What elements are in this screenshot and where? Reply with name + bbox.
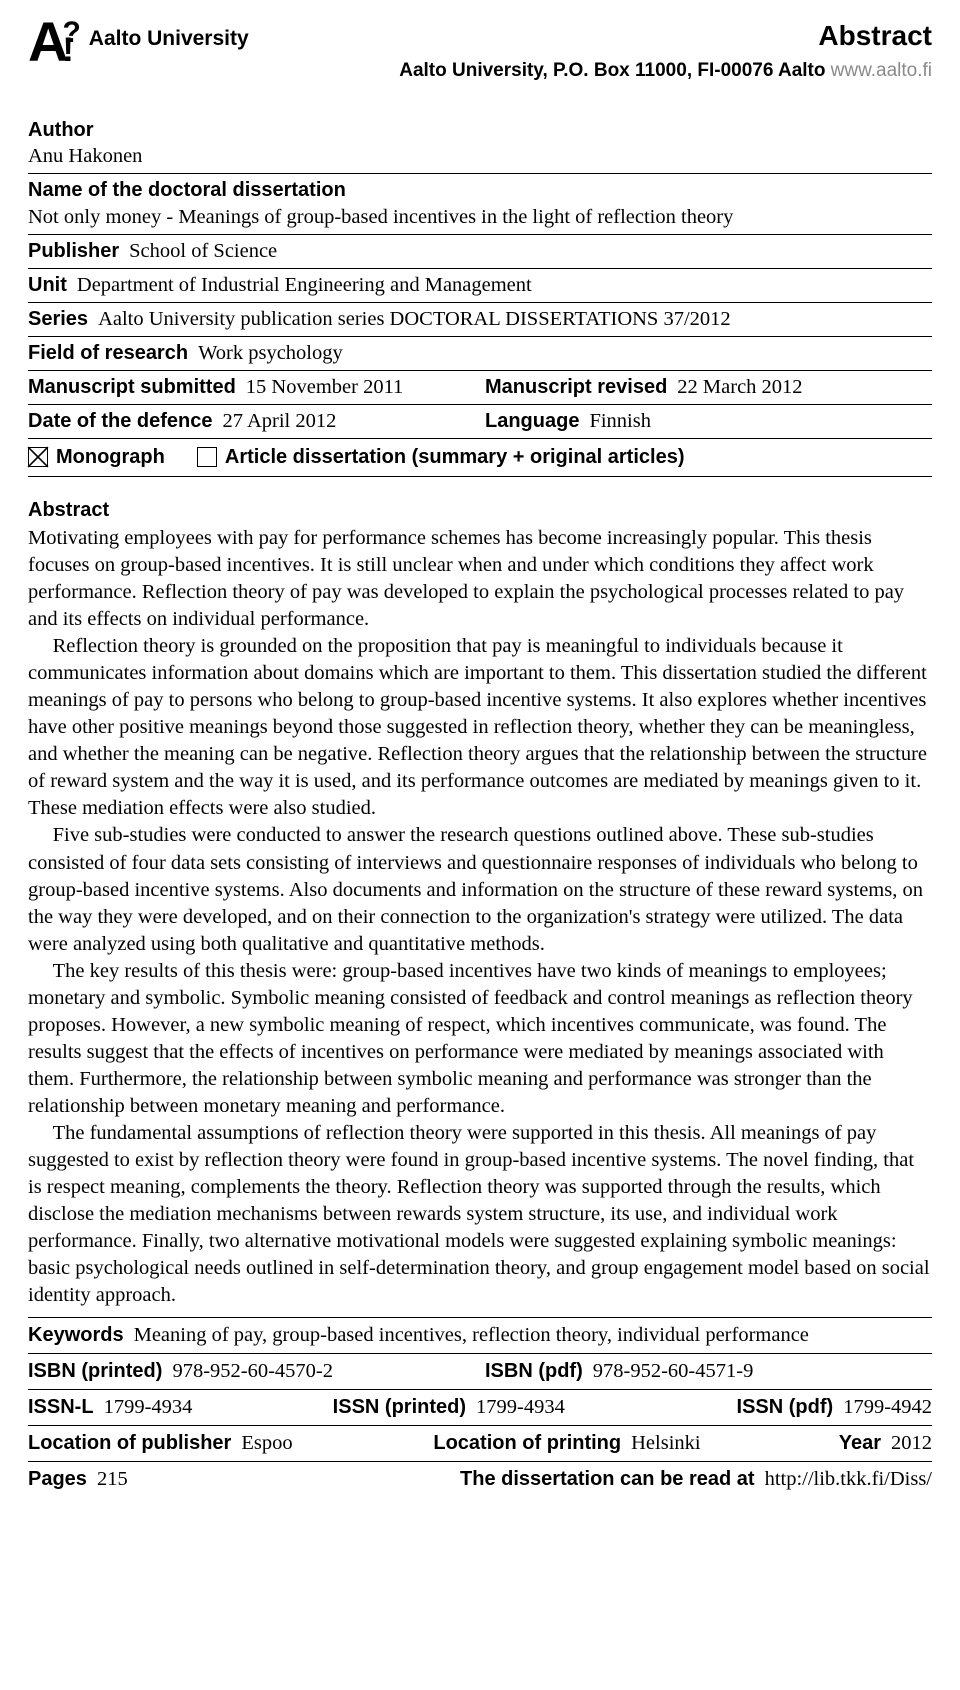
issn-print-value: 1799-4934 — [476, 1394, 565, 1421]
abstract-p4: The key results of this thesis were: gro… — [28, 958, 932, 1120]
page-header: A ? ! Aalto University Abstract Aalto Un… — [28, 18, 932, 84]
abstract-p5: The fundamental assumptions of reflectio… — [28, 1120, 932, 1309]
keywords-label: Keywords — [28, 1322, 124, 1348]
unit-label: Unit — [28, 272, 67, 298]
abstract-p1: Motivating employees with pay for perfor… — [28, 525, 932, 633]
submitted-value: 15 November 2011 — [246, 374, 404, 401]
metadata-block: Author Anu Hakonen Name of the doctoral … — [28, 114, 932, 477]
footer-block: Keywords Meaning of pay, group-based inc… — [28, 1317, 932, 1497]
unit-value: Department of Industrial Engineering and… — [77, 272, 532, 299]
publisher-label: Publisher — [28, 238, 119, 264]
university-url: www.aalto.fi — [831, 60, 932, 81]
issn-print-label: ISSN (printed) — [333, 1394, 466, 1420]
year-value: 2012 — [891, 1430, 932, 1457]
isbn-row: ISBN (printed) 978-952-60-4570-2 ISBN (p… — [28, 1353, 932, 1389]
loc-print-label: Location of printing — [433, 1430, 621, 1456]
abstract-p2: Reflection theory is grounded on the pro… — [28, 633, 932, 822]
field-value: Work psychology — [198, 340, 343, 367]
article-item: Article dissertation (summary + original… — [197, 444, 685, 470]
series-row: Series Aalto University publication seri… — [28, 303, 932, 337]
aalto-logo: A ? ! — [28, 18, 77, 84]
author-value: Anu Hakonen — [28, 143, 932, 170]
pages-label: Pages — [28, 1466, 87, 1492]
loc-pub-value: Espoo — [241, 1430, 292, 1457]
unit-row: Unit Department of Industrial Engineerin… — [28, 269, 932, 303]
isbn-pdf-value: 978-952-60-4571-9 — [593, 1358, 754, 1385]
loc-pub-label: Location of publisher — [28, 1430, 231, 1456]
logo-exclaim-icon: ! — [62, 39, 76, 63]
isbn-print-value: 978-952-60-4570-2 — [172, 1358, 333, 1385]
isbn-pdf-label: ISBN (pdf) — [485, 1358, 583, 1384]
issn-pdf-label: ISSN (pdf) — [737, 1394, 834, 1420]
defence-label: Date of the defence — [28, 408, 212, 434]
dates-row-2: Date of the defence 27 April 2012 Langua… — [28, 405, 932, 439]
revised-value: 22 March 2012 — [677, 374, 802, 401]
issn-l-label: ISSN-L — [28, 1394, 94, 1420]
university-name: Aalto University — [89, 25, 249, 53]
author-row: Author Anu Hakonen — [28, 114, 932, 174]
monograph-item: Monograph — [28, 444, 165, 470]
dates-row-1: Manuscript submitted 15 November 2011 Ma… — [28, 371, 932, 405]
year-label: Year — [839, 1430, 881, 1456]
pages-value: 215 — [97, 1466, 128, 1493]
article-label: Article dissertation (summary + original… — [225, 444, 685, 470]
read-url: http://lib.tkk.fi/Diss/ — [765, 1466, 932, 1493]
issn-pdf-value: 1799-4942 — [843, 1394, 932, 1421]
series-label: Series — [28, 306, 88, 332]
submitted-label: Manuscript submitted — [28, 374, 236, 400]
field-row: Field of research Work psychology — [28, 337, 932, 371]
language-label: Language — [485, 408, 579, 434]
monograph-label: Monograph — [56, 444, 165, 470]
university-address: Aalto University, P.O. Box 11000, FI-000… — [399, 60, 825, 81]
author-label: Author — [28, 117, 932, 143]
keywords-value: Meaning of pay, group-based incentives, … — [134, 1322, 809, 1349]
defence-value: 27 April 2012 — [222, 408, 336, 435]
revised-label: Manuscript revised — [485, 374, 667, 400]
loc-print-value: Helsinki — [631, 1430, 700, 1457]
article-checkbox — [197, 447, 217, 467]
publisher-value: School of Science — [129, 238, 277, 265]
abstract-body: Motivating employees with pay for perfor… — [28, 525, 932, 1309]
title-row: Name of the doctoral dissertation Not on… — [28, 174, 932, 234]
logo-letter: A — [28, 18, 64, 66]
issn-l-value: 1799-4934 — [104, 1394, 193, 1421]
checkbox-row: Monograph Article dissertation (summary … — [28, 439, 932, 476]
abstract-section: Abstract Motivating employees with pay f… — [28, 497, 932, 1310]
abstract-p3: Five sub-studies were conducted to answe… — [28, 822, 932, 957]
check-x-icon — [27, 446, 49, 468]
title-label: Name of the doctoral dissertation — [28, 177, 932, 203]
pages-row: Pages 215 The dissertation can be read a… — [28, 1461, 932, 1497]
field-label: Field of research — [28, 340, 188, 366]
location-row: Location of publisher Espoo Location of … — [28, 1425, 932, 1461]
publisher-row: Publisher School of Science — [28, 235, 932, 269]
keywords-row: Keywords Meaning of pay, group-based inc… — [28, 1317, 932, 1353]
logo-mark: ? ! — [62, 18, 76, 63]
abstract-subhead: Abstract — [28, 497, 932, 523]
isbn-print-label: ISBN (printed) — [28, 1358, 162, 1384]
language-value: Finnish — [589, 408, 651, 435]
abstract-heading: Abstract — [818, 18, 932, 55]
series-value: Aalto University publication series DOCT… — [98, 306, 731, 333]
monograph-checkbox — [28, 447, 48, 467]
title-value: Not only money - Meanings of group-based… — [28, 204, 932, 231]
read-label: The dissertation can be read at — [460, 1466, 755, 1492]
issn-row: ISSN-L 1799-4934 ISSN (printed) 1799-493… — [28, 1389, 932, 1425]
